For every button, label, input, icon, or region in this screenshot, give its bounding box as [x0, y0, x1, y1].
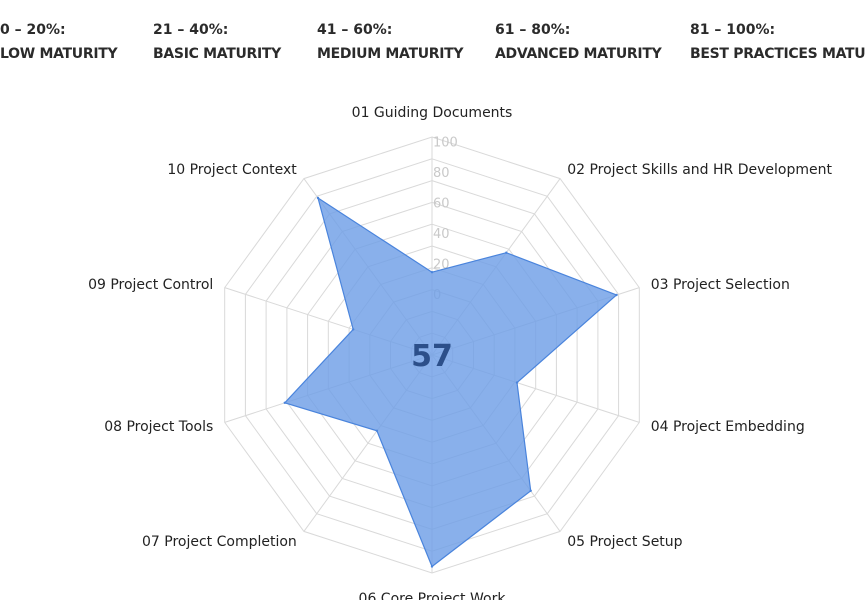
data-point [529, 489, 532, 492]
axis-label: 10 Project Context [167, 162, 297, 178]
axis-label: 06 Core Project Work [359, 591, 507, 600]
maturity-legend: 0 – 20%: LOW MATURITY 21 – 40%: BASIC MA… [0, 0, 865, 80]
axis-label: 01 Guiding Documents [352, 105, 513, 121]
data-area [283, 196, 618, 568]
overall-score: 57 [411, 339, 453, 374]
legend-range: 61 – 80%: [495, 22, 571, 38]
axis-label: 04 Project Embedding [651, 419, 805, 435]
legend-range: 81 – 100%: [690, 22, 776, 38]
axis-label: 05 Project Setup [567, 534, 682, 550]
legend-item-advanced: 61 – 80%: ADVANCED MATURITY [495, 20, 662, 64]
legend-range: 0 – 20%: [0, 22, 66, 38]
data-point [505, 251, 508, 254]
data-point [316, 196, 320, 200]
axis-label: 07 Project Completion [142, 534, 297, 550]
legend-item-best-practices: 81 – 100%: BEST PRACTICES MATURITY [690, 20, 865, 64]
data-point [430, 565, 434, 568]
tick-label: 60 [433, 196, 450, 211]
data-point [430, 271, 434, 274]
axis-label: 08 Project Tools [104, 419, 213, 435]
legend-range: 21 – 40%: [153, 22, 229, 38]
legend-label: BEST PRACTICES MATURITY [690, 46, 865, 62]
data-point [375, 429, 379, 432]
legend-label: LOW MATURITY [0, 46, 118, 62]
legend-item-medium: 41 – 60%: MEDIUM MATURITY [317, 20, 464, 64]
data-point [352, 328, 355, 331]
tick-label: 40 [433, 227, 450, 242]
legend-item-basic: 21 – 40%: BASIC MATURITY [153, 20, 281, 64]
data-point [615, 293, 618, 297]
axis-label: 02 Project Skills and HR Development [567, 162, 832, 178]
data-point [515, 381, 519, 384]
data-point [283, 401, 286, 404]
axis-label: 03 Project Selection [651, 277, 790, 293]
legend-label: BASIC MATURITY [153, 46, 282, 62]
legend-label: ADVANCED MATURITY [495, 46, 662, 62]
legend-label: MEDIUM MATURITY [317, 46, 464, 62]
legend-item-low: 0 – 20%: LOW MATURITY [0, 20, 118, 64]
legend-range: 41 – 60%: [317, 22, 393, 38]
axis-label: 09 Project Control [88, 277, 213, 293]
tick-label: 100 [433, 135, 458, 150]
tick-label: 80 [433, 166, 450, 181]
